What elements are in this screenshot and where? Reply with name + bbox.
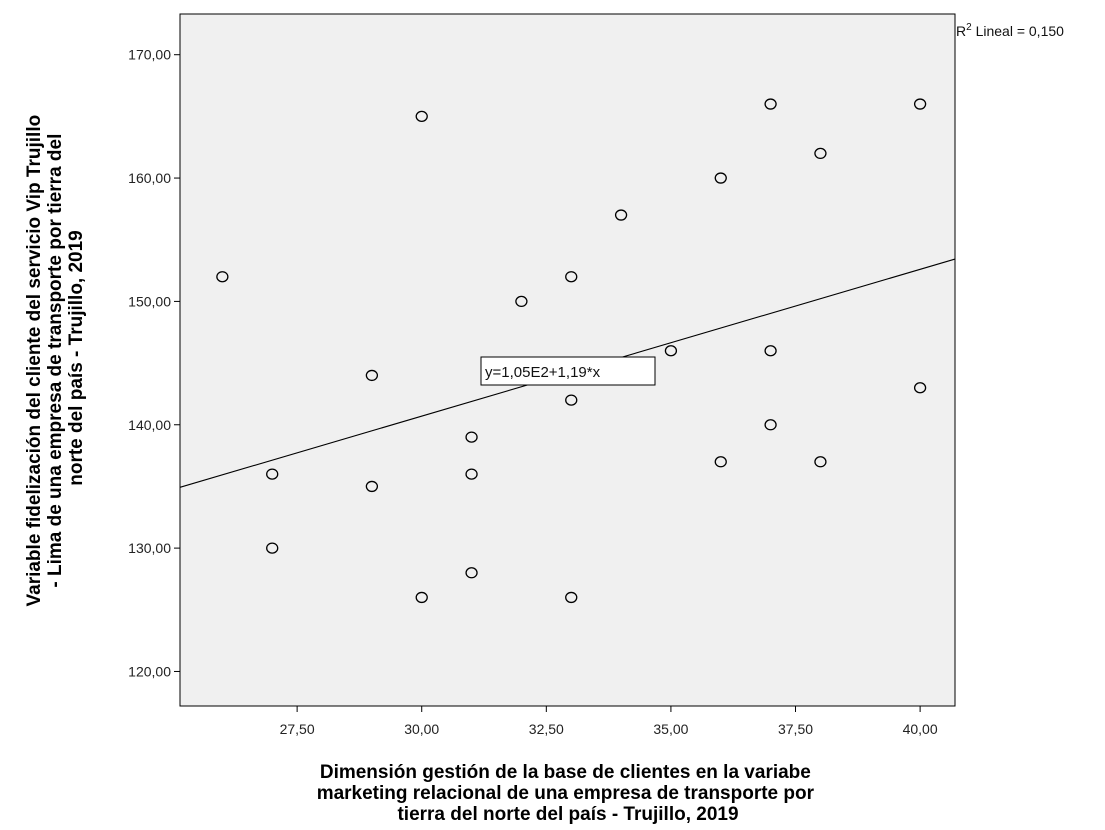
x-axis-title: Dimensión gestión de la base de clientes…	[317, 762, 820, 825]
x-axis-title-line-1: Dimensión gestión de la base de clientes…	[320, 762, 811, 783]
scatter-point	[764, 345, 777, 357]
x-axis-ticks: 27,50 30,00 32,50 35,00 37,50 40,00	[280, 706, 938, 737]
y-tick-label: 160,00	[128, 170, 171, 186]
r2-label: R2 Lineal = 0,150	[956, 22, 1064, 39]
scatter-point	[465, 468, 478, 480]
x-tick-label: 27,50	[280, 721, 315, 737]
scatter-point	[465, 431, 478, 443]
x-axis-title-line-3: tierra del norte del país - Trujillo, 20…	[397, 804, 738, 825]
equation-label-frame	[480, 356, 656, 386]
scatter-point	[764, 98, 777, 110]
y-tick-label: 130,00	[128, 540, 171, 556]
equation-label-box: y=1,05E2+1,19*x	[480, 356, 656, 386]
equation-label: y=1,05E2+1,19*x	[485, 364, 601, 381]
x-tick-label: 30,00	[404, 721, 439, 737]
y-axis-title: Variable fidelización del cliente del se…	[24, 110, 87, 607]
y-tick-label: 150,00	[128, 293, 171, 309]
scatter-point	[565, 394, 578, 406]
scatter-point	[913, 382, 927, 394]
scatter-point	[614, 209, 628, 221]
x-tick-label: 40,00	[903, 721, 938, 737]
scatter-point	[565, 591, 578, 604]
scatter-point	[266, 468, 279, 480]
y-tick-label: 170,00	[128, 47, 171, 63]
points-group	[216, 98, 927, 604]
scatter-point	[465, 567, 478, 579]
scatter-point	[913, 98, 927, 110]
scatter-point	[714, 456, 727, 468]
r2-label-value: Lineal = 0,150	[972, 23, 1064, 39]
r2-label-superscript: 2	[966, 22, 972, 33]
scatter-point	[266, 542, 279, 554]
scatter-point	[714, 172, 727, 184]
y-tick-label: 140,00	[128, 417, 171, 433]
y-axis-title-line-2: - Lima de una empresa de transporte por …	[45, 134, 66, 588]
scatter-point	[515, 295, 528, 308]
y-axis-title-line-1: Variable fidelización del cliente del se…	[24, 115, 45, 607]
scatter-point	[565, 271, 578, 283]
x-axis-title-line-2: marketing relacional de una empresa de t…	[317, 783, 815, 804]
y-axis-ticks: 120,00 130,00 140,00 150,00 160,00 170,00	[128, 47, 180, 679]
scatter-point	[216, 271, 229, 283]
x-tick-label: 35,00	[653, 721, 688, 737]
scatter-point	[814, 456, 827, 468]
r2-label-r: R	[956, 23, 966, 39]
scatter-point	[415, 591, 428, 604]
scatter-point	[764, 419, 777, 431]
scatter-point	[365, 369, 379, 382]
x-tick-label: 32,50	[529, 721, 564, 737]
y-axis-title-line-3: norte del país - Trujillo, 2019	[66, 230, 87, 486]
x-tick-label: 37,50	[778, 721, 813, 737]
scatter-point	[415, 110, 428, 123]
scatter-point	[365, 480, 379, 493]
scatter-point	[664, 345, 678, 357]
y-tick-label: 120,00	[128, 663, 171, 679]
scatter-point	[814, 147, 827, 160]
